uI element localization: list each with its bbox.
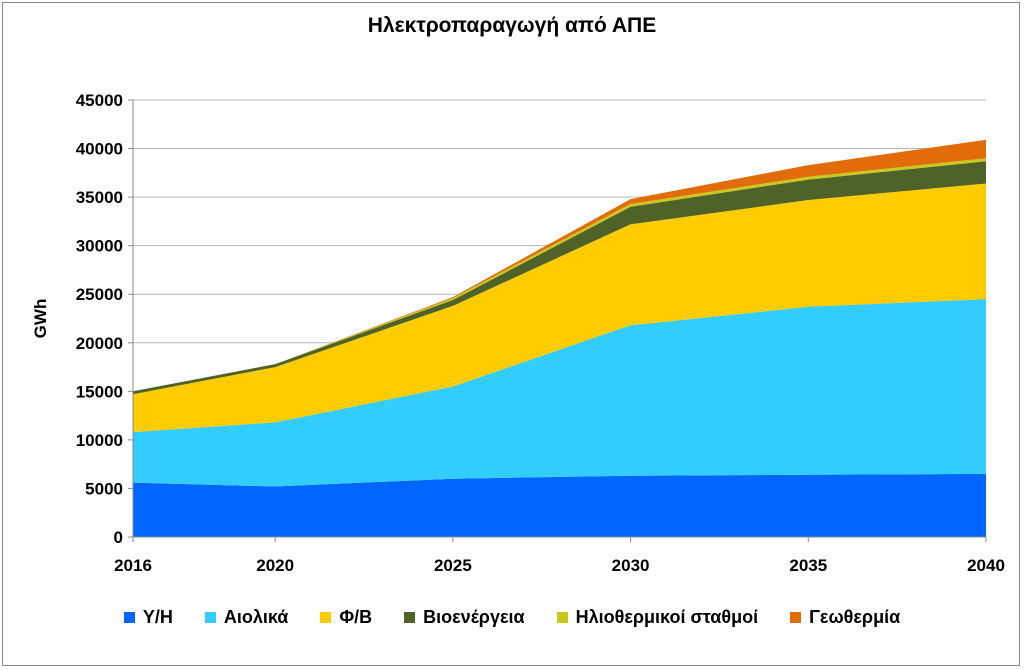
y-tick-label: 40000	[76, 140, 123, 159]
legend-item: Αιολικά	[204, 607, 289, 628]
legend: Υ/Η Αιολικά Φ/Β Βιοενέργεια Ηλιοθερμικοί στα…	[0, 607, 1024, 628]
series-area-2	[133, 183, 986, 433]
legend-label: Βιοενέργεια	[423, 607, 525, 627]
legend-item: Βιοενέργεια	[404, 607, 525, 628]
legend-swatch	[320, 612, 332, 623]
x-tick-label: 2020	[256, 556, 294, 575]
x-tick-label: 2035	[789, 556, 827, 575]
y-tick-label: 10000	[76, 431, 123, 450]
y-axis-title: GWh	[31, 299, 50, 339]
legend-item: Φ/Β	[320, 607, 372, 628]
x-tick-label: 2030	[612, 556, 650, 575]
legend-label: Γεωθερμία	[809, 607, 901, 627]
legend-swatch	[404, 612, 416, 623]
y-tick-label: 25000	[76, 285, 123, 304]
y-tick-label: 30000	[76, 237, 123, 256]
series-area-0	[133, 473, 986, 537]
y-tick-label: 20000	[76, 334, 123, 353]
y-tick-label: 35000	[76, 188, 123, 207]
series-area-5	[133, 139, 986, 392]
y-tick-labels: 0 5000 10000 15000 20000 25000 30000 35000 40000…	[76, 91, 123, 547]
axes	[128, 99, 987, 542]
legend-swatch	[123, 612, 135, 623]
legend-swatch	[204, 612, 216, 623]
y-tick-label: 45000	[76, 91, 123, 110]
legend-label: Φ/Β	[339, 607, 373, 627]
legend-label: Αιολικά	[223, 607, 289, 627]
x-tick-labels: 2016 2020 2025 2030 2035 2040	[114, 556, 1005, 575]
chart-title: Ηλεκτροπαραγωγή από ΑΠΕ	[367, 14, 657, 37]
legend-swatch	[790, 612, 802, 623]
stacked-areas	[133, 139, 986, 537]
y-tick-label: 5000	[85, 479, 123, 498]
x-tick-label: 2025	[434, 556, 472, 575]
legend-label: Υ/Η	[142, 607, 173, 627]
legend-item: Ηλιοθερμικοί σταθμοί	[556, 607, 759, 628]
legend-item: Υ/Η	[123, 607, 173, 628]
x-tick-label: 2016	[114, 556, 152, 575]
series-area-3	[133, 161, 986, 395]
series-area-1	[133, 299, 986, 487]
legend-label: Ηλιοθερμικοί σταθμοί	[575, 607, 759, 627]
x-tick-label: 2040	[967, 556, 1005, 575]
legend-item: Γεωθερμία	[790, 607, 900, 628]
y-tick-label: 15000	[76, 382, 123, 401]
legend-swatch	[556, 612, 568, 623]
y-tick-label: 0	[114, 528, 123, 547]
